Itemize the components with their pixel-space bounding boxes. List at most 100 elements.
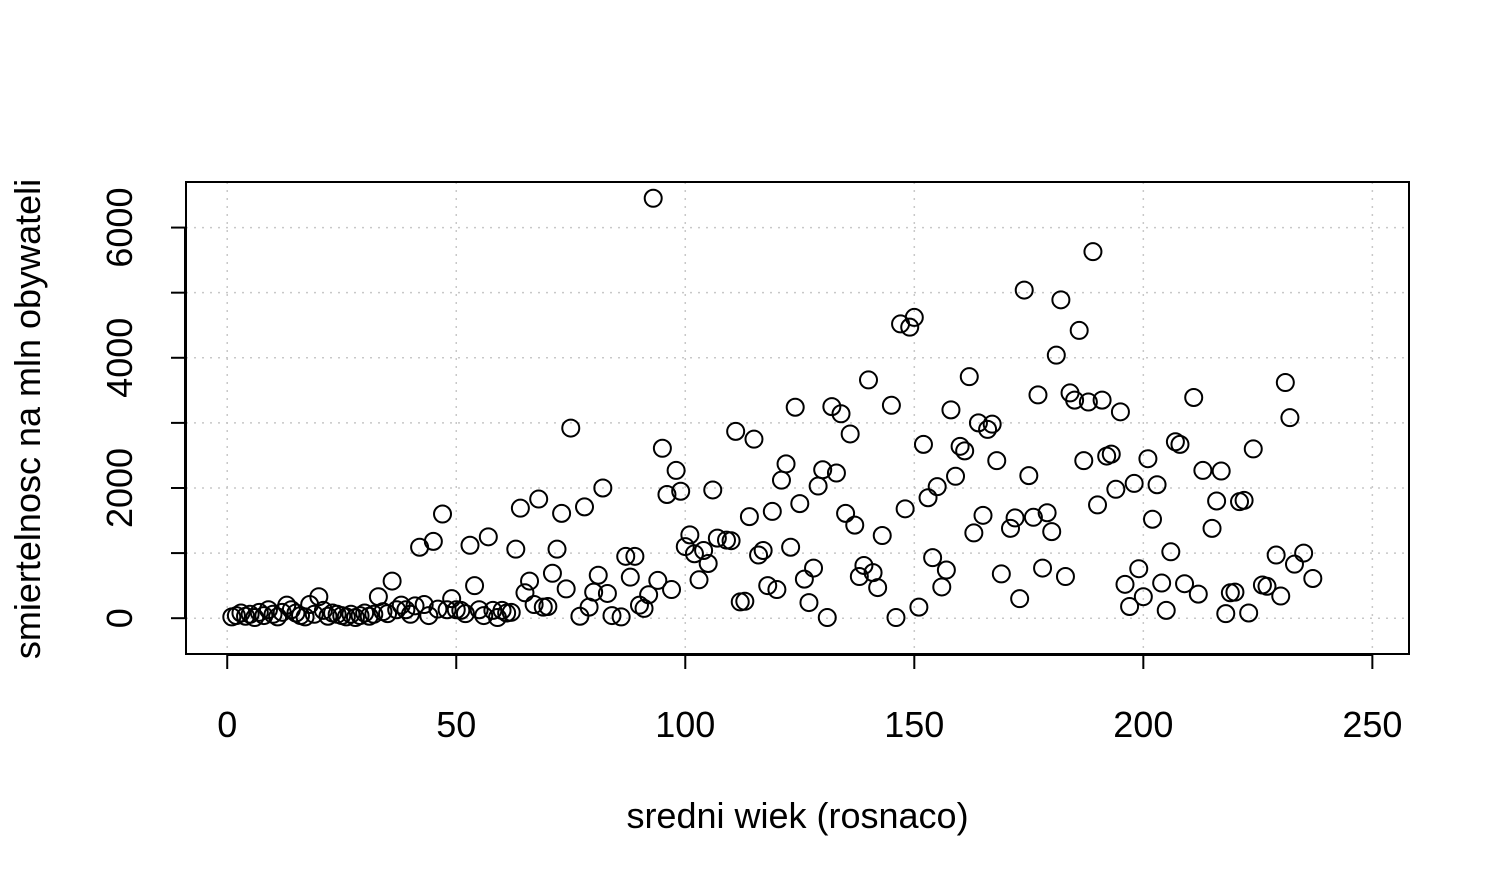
data-point <box>249 602 269 622</box>
data-point <box>570 606 590 626</box>
data-point <box>721 531 741 551</box>
data-point <box>790 494 810 514</box>
data-point <box>616 546 636 566</box>
data-point <box>350 606 370 626</box>
y-tick-label: 2000 <box>99 448 140 528</box>
data-point <box>1055 567 1075 587</box>
data-point <box>753 540 773 560</box>
data-point <box>978 419 998 439</box>
data-point <box>597 583 617 603</box>
data-point <box>575 497 595 517</box>
data-point <box>428 599 448 619</box>
data-point <box>845 515 865 535</box>
data-point <box>304 604 324 624</box>
data-point <box>437 600 457 620</box>
data-point <box>501 602 521 622</box>
y-axis-title: smiertelnosc na mln obywateli <box>7 179 48 659</box>
data-point <box>904 307 924 327</box>
data-point <box>1023 507 1043 527</box>
data-point <box>254 606 274 626</box>
data-point <box>1129 559 1149 579</box>
data-point <box>478 527 498 547</box>
x-tick-label: 150 <box>884 704 944 745</box>
data-point <box>465 576 485 596</box>
x-tick-label: 0 <box>217 704 237 745</box>
data-point <box>749 545 769 565</box>
data-point <box>735 591 755 611</box>
data-point <box>1147 475 1167 495</box>
data-point <box>492 600 512 620</box>
data-point <box>1170 434 1190 454</box>
data-point <box>1092 390 1112 410</box>
data-point <box>762 501 782 521</box>
y-axis: 0 2000 4000 6000 <box>99 188 186 628</box>
data-point <box>309 587 329 607</box>
data-point <box>955 441 975 461</box>
data-point <box>451 600 471 620</box>
data-point <box>1294 543 1314 563</box>
data-point <box>662 580 682 600</box>
data-points <box>222 188 1323 628</box>
data-point <box>767 580 787 600</box>
data-point <box>1014 280 1034 300</box>
data-point <box>1124 473 1144 493</box>
data-point <box>739 507 759 527</box>
data-point <box>932 577 952 597</box>
data-point <box>639 585 659 605</box>
data-point <box>804 558 824 578</box>
data-point <box>648 570 668 590</box>
data-point <box>698 554 718 574</box>
data-point <box>1243 439 1263 459</box>
data-point <box>1010 589 1030 609</box>
y-tick-label: 0 <box>99 608 140 628</box>
data-point <box>881 395 901 415</box>
data-point <box>1234 490 1254 510</box>
data-point <box>469 600 489 620</box>
data-point <box>1142 509 1162 529</box>
data-point <box>909 597 929 617</box>
data-point <box>405 596 425 616</box>
data-point <box>1216 604 1236 624</box>
data-point <box>758 576 778 596</box>
data-point <box>318 606 338 626</box>
data-point <box>414 595 434 615</box>
data-point <box>1239 603 1259 623</box>
data-point <box>1005 508 1025 528</box>
data-point <box>515 583 535 603</box>
data-point <box>341 604 361 624</box>
data-point <box>506 539 526 559</box>
data-point <box>524 595 544 615</box>
data-point <box>671 481 691 501</box>
data-point <box>474 606 494 626</box>
data-point <box>231 603 251 623</box>
data-point <box>552 503 572 523</box>
data-point <box>620 567 640 587</box>
data-point <box>886 608 906 628</box>
data-point <box>1211 461 1231 481</box>
data-point <box>1280 408 1300 428</box>
data-point <box>634 598 654 618</box>
data-point <box>520 571 540 591</box>
data-point <box>808 476 828 496</box>
data-point <box>1207 491 1227 511</box>
data-point <box>295 607 315 627</box>
data-point <box>831 404 851 424</box>
data-point <box>707 528 727 548</box>
data-point <box>950 436 970 456</box>
data-point <box>510 498 530 518</box>
data-point <box>538 596 558 616</box>
data-point <box>858 370 878 390</box>
data-point <box>226 606 246 626</box>
data-point <box>1175 574 1195 594</box>
x-tick-label: 100 <box>655 704 715 745</box>
data-point <box>336 607 356 627</box>
data-point <box>442 589 462 609</box>
data-point <box>561 418 581 438</box>
data-point <box>666 460 686 480</box>
x-axis: 0 50 100 150 200 250 <box>217 654 1402 745</box>
data-point <box>423 531 443 551</box>
data-point <box>657 484 677 504</box>
data-point <box>1271 586 1291 606</box>
